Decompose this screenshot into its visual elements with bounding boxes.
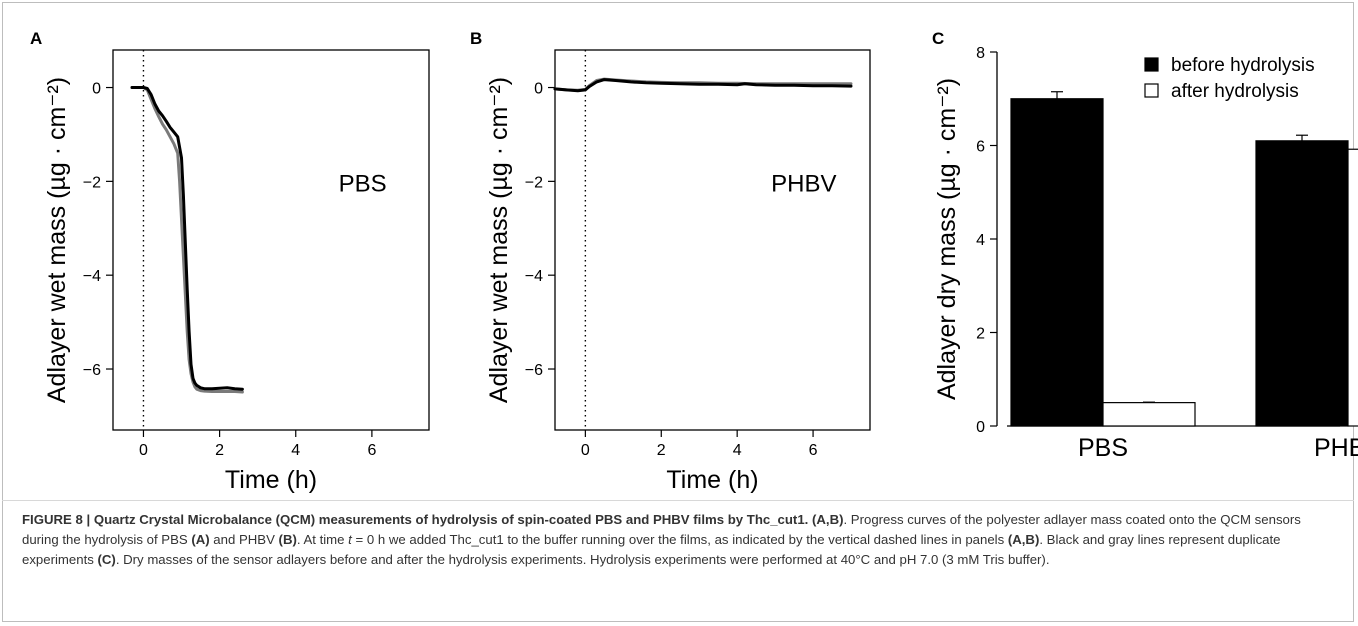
panel-a-xtick-label: 0 bbox=[139, 442, 148, 459]
panel-c-ytick-label: 2 bbox=[976, 326, 985, 343]
panel-c-bar bbox=[1347, 148, 1358, 427]
panel-c-legend-swatch bbox=[1144, 83, 1159, 98]
panel-a-annotation: PBS bbox=[339, 170, 387, 197]
panel-c-legend-swatch bbox=[1144, 57, 1159, 72]
panel-a-xtick-label: 6 bbox=[367, 442, 376, 459]
panel-b-ytick-label: −4 bbox=[525, 268, 543, 285]
panel-a-letter: A bbox=[30, 29, 42, 48]
caption-text-6: . Dry masses of the sensor adlayers befo… bbox=[115, 552, 1050, 567]
panel-c-category-label: PHBV bbox=[1314, 434, 1358, 462]
caption-ref-b: (B) bbox=[278, 532, 297, 547]
panel-a-xtick-label: 4 bbox=[291, 442, 300, 459]
panel-a-ytick-label: 0 bbox=[92, 81, 101, 98]
panel-c: C 0 2 4 6 8 Adlayer dry mass (µg · cm⁻²) PBS PH… bbox=[932, 29, 1358, 462]
caption-text-4: = 0 h we added Thc_cut1 to the buffer ru… bbox=[351, 532, 1008, 547]
caption-title: FIGURE 8 | Quartz Crystal Microbalance (… bbox=[22, 512, 844, 527]
panel-a-ytick-label: −4 bbox=[83, 268, 101, 285]
panel-b-xtick-label: 0 bbox=[581, 442, 590, 459]
caption-ref-ab: (A,B) bbox=[1007, 532, 1040, 547]
caption-ref-a: (A) bbox=[191, 532, 210, 547]
figure-plots: A 0 2 4 6 0 −2 −4 −6 Time (h) Adlayer wet mass (µ… bbox=[30, 29, 1358, 494]
panel-b-xtick-label: 4 bbox=[733, 442, 742, 459]
panel-c-letter: C bbox=[932, 29, 944, 48]
panel-a: A 0 2 4 6 0 −2 −4 −6 Time (h) Adlayer wet mass (µ… bbox=[30, 29, 430, 494]
panel-c-ylabel: Adlayer dry mass (µg · cm⁻²) bbox=[933, 78, 961, 400]
panel-a-ytick-label: −6 bbox=[83, 362, 101, 379]
panel-c-bar bbox=[1102, 402, 1196, 427]
panel-b-xtick-label: 2 bbox=[657, 442, 666, 459]
panel-a-ylabel: Adlayer wet mass (µg · cm⁻²) bbox=[43, 77, 71, 403]
panel-b-ytick-label: 0 bbox=[534, 81, 543, 98]
panel-a-plot-frame bbox=[112, 49, 430, 431]
panel-a-series-line-black bbox=[130, 86, 244, 391]
panel-c-bar bbox=[1010, 98, 1104, 427]
panel-c-ytick-label: 0 bbox=[976, 419, 985, 436]
panel-a-series-line-gray bbox=[130, 86, 244, 394]
panel-c-ytick-label: 8 bbox=[976, 45, 985, 62]
panel-a-xlabel: Time (h) bbox=[225, 466, 317, 494]
panel-c-ytick-label: 6 bbox=[976, 139, 985, 156]
caption-divider bbox=[2, 500, 1354, 501]
panel-b-series-line-black bbox=[553, 78, 853, 93]
caption-text-2: and PHBV bbox=[209, 532, 279, 547]
panel-c-legend-label: before hydrolysis bbox=[1171, 55, 1315, 76]
panel-b-annotation: PHBV bbox=[771, 170, 836, 197]
figure-caption: FIGURE 8 | Quartz Crystal Microbalance (… bbox=[22, 510, 1338, 570]
caption-text-5: . Black and gray lines represent duplica… bbox=[22, 532, 1281, 567]
panel-c-bar bbox=[1255, 140, 1349, 427]
panel-c-legend-label: after hydrolysis bbox=[1171, 81, 1299, 102]
panel-b-ylabel: Adlayer wet mass (µg · cm⁻²) bbox=[485, 77, 513, 403]
caption-italic-t: t bbox=[348, 532, 352, 547]
panel-b: B 0 2 4 6 0 −2 −4 −6 Time (h) Adlayer wet mass (µ… bbox=[470, 29, 871, 494]
caption-ref-c: (C) bbox=[97, 552, 116, 567]
panel-c-category-label: PBS bbox=[1078, 434, 1128, 462]
panel-a-ytick-label: −2 bbox=[83, 174, 101, 191]
caption-text-1: . Progress curves of the polyester adlay… bbox=[22, 512, 1301, 547]
panel-a-xtick-label: 2 bbox=[215, 442, 224, 459]
panel-b-xlabel: Time (h) bbox=[666, 466, 758, 494]
panel-b-ytick-label: −2 bbox=[525, 174, 543, 191]
panel-b-letter: B bbox=[470, 29, 482, 48]
panel-b-ytick-label: −6 bbox=[525, 362, 543, 379]
panel-b-plot-frame bbox=[554, 49, 871, 431]
caption-text-3: . At time bbox=[296, 532, 349, 547]
panel-b-xtick-label: 6 bbox=[809, 442, 818, 459]
panel-c-ytick-label: 4 bbox=[976, 232, 985, 249]
